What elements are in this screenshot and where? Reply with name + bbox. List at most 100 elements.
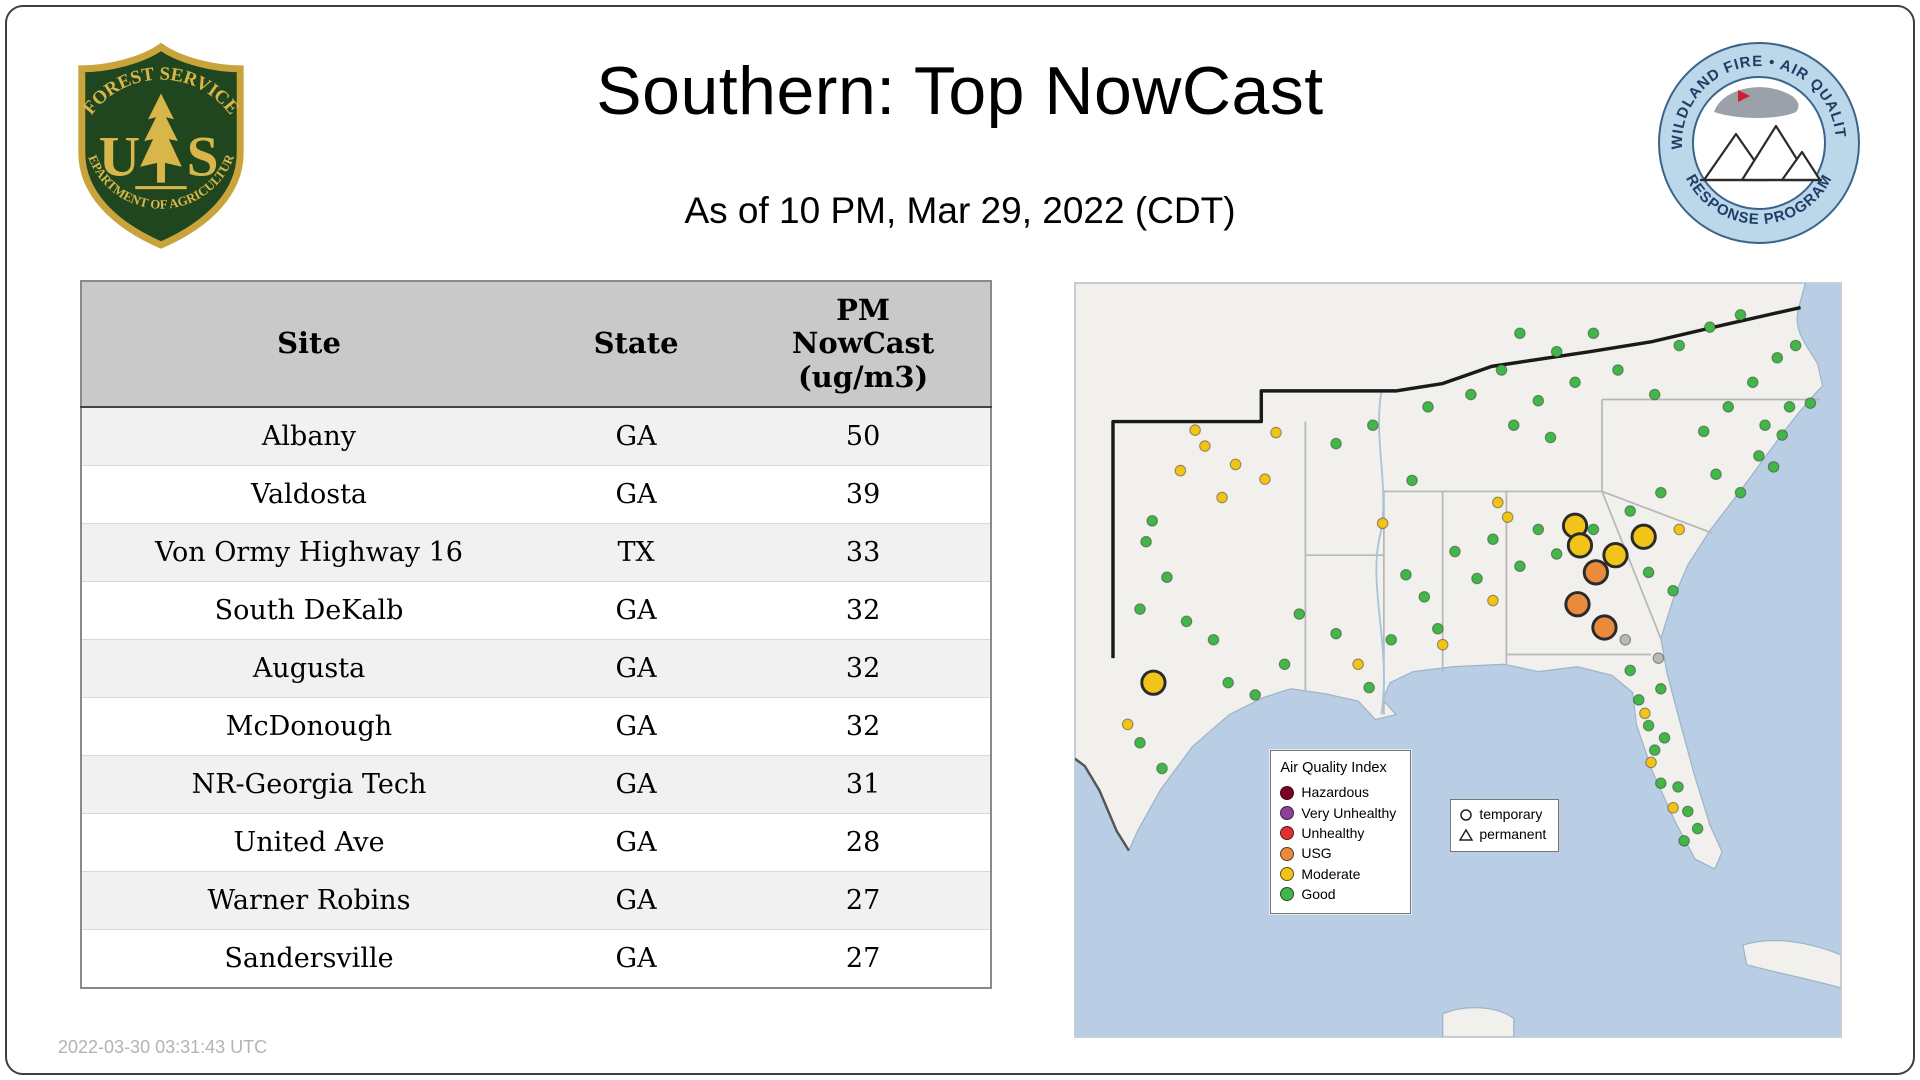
table-cell: 32 bbox=[845, 653, 881, 684]
table-cell: GA bbox=[615, 711, 657, 742]
table-cell: GA bbox=[615, 421, 657, 452]
table-cell: TX bbox=[617, 537, 655, 568]
temporary-legend-row: temporary bbox=[1459, 805, 1546, 825]
aqi-marker bbox=[1710, 468, 1722, 481]
aqi-marker bbox=[1180, 615, 1193, 628]
pine-tree-icon bbox=[140, 93, 182, 183]
aqi-marker bbox=[1667, 801, 1679, 814]
aqi-marker bbox=[1532, 523, 1545, 536]
aqi-marker-temporary bbox=[1582, 559, 1609, 586]
aqi-marker bbox=[1270, 426, 1282, 439]
aqi-marker bbox=[1366, 419, 1379, 432]
legend-label: Unhealthy bbox=[1301, 825, 1365, 842]
mexico-border bbox=[1075, 757, 1130, 852]
aqi-marker bbox=[1648, 744, 1661, 756]
aqi-marker bbox=[1199, 440, 1211, 452]
aqi-marker bbox=[1767, 461, 1780, 473]
state-borders bbox=[1304, 398, 1821, 715]
aqi-marker bbox=[1642, 566, 1655, 579]
table-cell: South DeKalb bbox=[214, 595, 404, 626]
column-header: Site bbox=[81, 281, 536, 408]
aqi-marker bbox=[1436, 638, 1449, 651]
aqi-marker bbox=[1418, 591, 1431, 603]
table-cell: 28 bbox=[845, 827, 881, 858]
legend-item: Good bbox=[1280, 884, 1396, 904]
aqi-marker bbox=[1734, 309, 1747, 321]
aqi-marker bbox=[1734, 486, 1747, 499]
aqi-marker bbox=[1550, 548, 1563, 560]
mountains-icon bbox=[1700, 124, 1822, 182]
legend-swatch bbox=[1280, 887, 1295, 902]
aqi-marker bbox=[1759, 419, 1771, 432]
aqi-marker bbox=[1648, 388, 1661, 401]
aqi-marker bbox=[1655, 486, 1667, 499]
table-row: South DeKalb GA 32 bbox=[81, 581, 991, 640]
aqi-marker-temporary bbox=[1564, 591, 1591, 618]
aqi-legend-items: Hazardous Very Unhealthy Unhealthy USG Moder… bbox=[1280, 782, 1396, 904]
aqi-marker bbox=[1691, 822, 1704, 835]
aqi-marker bbox=[1507, 419, 1520, 432]
table-cell: United Ave bbox=[233, 827, 385, 858]
aqi-marker bbox=[1639, 707, 1651, 720]
fs-logo-letter-u: U bbox=[99, 126, 140, 189]
table-header-row: Site State PM NowCast (ug/m3) bbox=[81, 281, 991, 408]
aqi-marker bbox=[1776, 429, 1788, 441]
aqi-marker bbox=[1400, 568, 1412, 581]
table-cell: 27 bbox=[845, 943, 881, 974]
aqi-marker bbox=[1278, 658, 1291, 671]
map-panel: Air Quality Index Hazardous Very Unhealth… bbox=[1074, 282, 1842, 1038]
page-title: Southern: Top NowCast bbox=[596, 53, 1324, 129]
legend-item: Hazardous bbox=[1280, 782, 1396, 802]
aqi-marker bbox=[1146, 515, 1159, 527]
column-header-label: PM NowCast (ug/m3) bbox=[791, 292, 935, 394]
aqi-marker bbox=[1249, 689, 1261, 701]
legend-label: Hazardous bbox=[1301, 784, 1370, 801]
permanent-marker-icon bbox=[1459, 828, 1474, 841]
table-row: United Ave GA 28 bbox=[81, 813, 991, 872]
aqi-marker bbox=[1207, 633, 1220, 646]
aqi-marker bbox=[1161, 571, 1173, 584]
land-yucatan bbox=[1442, 1007, 1515, 1037]
aqi-marker bbox=[1363, 681, 1375, 694]
forest-service-logo: FOREST SERVICE DEPARTMENT OF AGRICULTURE… bbox=[62, 42, 244, 249]
aqi-marker bbox=[1134, 603, 1146, 615]
legend-swatch bbox=[1280, 866, 1295, 881]
aqi-marker bbox=[1569, 376, 1581, 389]
table-cell: Valdosta bbox=[250, 479, 368, 510]
fire-flag-icon bbox=[1738, 90, 1750, 110]
aqi-marker bbox=[1678, 835, 1690, 847]
aqi-marker bbox=[1624, 664, 1637, 677]
table-cell: Warner Robins bbox=[207, 885, 411, 916]
aqi-marker bbox=[1449, 545, 1461, 558]
table-cell: Von Ormy Highway 16 bbox=[155, 537, 463, 568]
table-row: McDonough GA 32 bbox=[81, 697, 991, 756]
aqi-marker bbox=[1652, 652, 1665, 664]
aqi-marker bbox=[1330, 437, 1342, 450]
legend-swatch bbox=[1280, 805, 1295, 820]
table-row: NR-Georgia Tech GA 31 bbox=[81, 755, 991, 814]
map-markers bbox=[1121, 309, 1817, 847]
column-header: PM NowCast (ug/m3) bbox=[736, 281, 991, 408]
generation-timestamp: 2022-03-30 03:31:43 UTC bbox=[58, 1037, 268, 1057]
aqi-marker bbox=[1465, 388, 1477, 401]
aqi-marker-temporary bbox=[1602, 542, 1629, 569]
legend-swatch bbox=[1280, 846, 1295, 861]
table-cell: GA bbox=[615, 595, 657, 626]
aqi-marker bbox=[1487, 533, 1499, 546]
table-cell: GA bbox=[615, 479, 657, 510]
legend-label: Moderate bbox=[1301, 865, 1361, 882]
aqi-marker bbox=[1140, 535, 1152, 548]
table-cell: NR-Georgia Tech bbox=[191, 769, 427, 800]
aqi-marker bbox=[1645, 756, 1657, 769]
temporary-marker-icon bbox=[1460, 809, 1473, 822]
aqi-marker bbox=[1487, 594, 1499, 607]
table-cell: Augusta bbox=[252, 653, 366, 684]
table-cell: 50 bbox=[845, 421, 881, 452]
aqi-marker bbox=[1514, 560, 1526, 573]
permanent-label: permanent bbox=[1479, 826, 1547, 843]
legend-label: Good bbox=[1301, 885, 1336, 902]
aqi-marker bbox=[1673, 339, 1686, 352]
aqi-marker bbox=[1134, 736, 1146, 749]
aqi-marker bbox=[1642, 719, 1655, 732]
aqi-marker bbox=[1587, 523, 1600, 536]
